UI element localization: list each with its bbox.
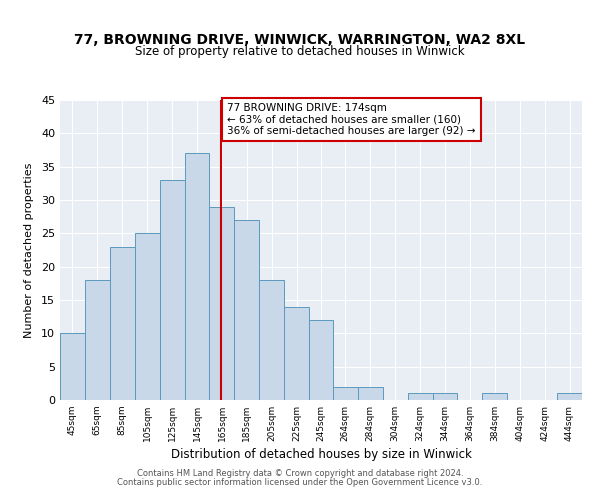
- X-axis label: Distribution of detached houses by size in Winwick: Distribution of detached houses by size …: [170, 448, 472, 461]
- Bar: [433, 394, 457, 400]
- Bar: [60, 334, 85, 400]
- Bar: [185, 154, 209, 400]
- Bar: [110, 246, 135, 400]
- Bar: [407, 394, 433, 400]
- Text: Size of property relative to detached houses in Winwick: Size of property relative to detached ho…: [135, 45, 465, 58]
- Text: 77, BROWNING DRIVE, WINWICK, WARRINGTON, WA2 8XL: 77, BROWNING DRIVE, WINWICK, WARRINGTON,…: [74, 32, 526, 46]
- Bar: [557, 394, 582, 400]
- Y-axis label: Number of detached properties: Number of detached properties: [24, 162, 34, 338]
- Bar: [160, 180, 185, 400]
- Bar: [309, 320, 333, 400]
- Bar: [358, 386, 383, 400]
- Text: 77 BROWNING DRIVE: 174sqm
← 63% of detached houses are smaller (160)
36% of semi: 77 BROWNING DRIVE: 174sqm ← 63% of detac…: [227, 103, 476, 136]
- Bar: [135, 234, 160, 400]
- Bar: [235, 220, 259, 400]
- Bar: [85, 280, 110, 400]
- Bar: [209, 206, 235, 400]
- Bar: [284, 306, 309, 400]
- Bar: [333, 386, 358, 400]
- Bar: [259, 280, 284, 400]
- Bar: [482, 394, 507, 400]
- Text: Contains HM Land Registry data © Crown copyright and database right 2024.: Contains HM Land Registry data © Crown c…: [137, 469, 463, 478]
- Text: Contains public sector information licensed under the Open Government Licence v3: Contains public sector information licen…: [118, 478, 482, 487]
